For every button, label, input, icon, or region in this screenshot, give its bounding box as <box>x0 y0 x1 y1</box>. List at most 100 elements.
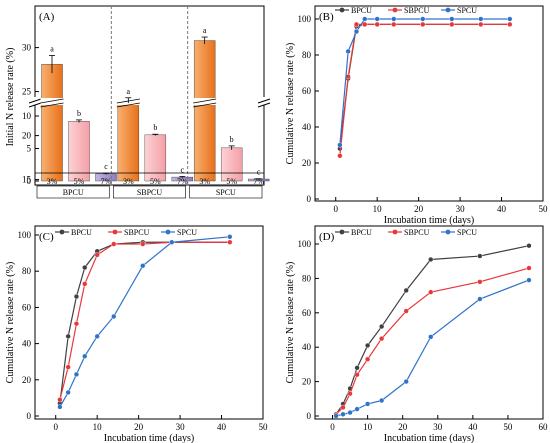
legend-label: BPCU <box>71 228 92 237</box>
group-label-box <box>113 185 186 199</box>
data-point <box>73 321 80 327</box>
x-tick-label: 50 <box>259 422 269 432</box>
plot-frame <box>314 5 544 202</box>
bar-break-mark <box>193 98 217 104</box>
bar-label: 5% <box>74 177 85 186</box>
bar-break-mark <box>40 98 64 104</box>
legend-marker <box>445 7 451 13</box>
y-tick-label: 80 <box>302 50 312 60</box>
data-point <box>140 263 146 269</box>
legend-marker <box>392 7 398 13</box>
data-point <box>379 336 385 342</box>
bar <box>144 134 167 182</box>
series-line <box>59 236 230 408</box>
x-tick-label: 10 <box>93 422 103 432</box>
data-point <box>82 264 88 271</box>
data-point <box>111 241 117 247</box>
y-tick-label: 5 <box>27 144 32 154</box>
y-tick-label: 60 <box>302 308 312 318</box>
x-tick-label: 40 <box>217 422 227 432</box>
x-tick-label: 30 <box>433 422 443 432</box>
data-point <box>428 289 434 295</box>
panel-label: (A) <box>39 11 55 23</box>
y-tick-label: 20 <box>22 131 32 141</box>
y-tick-label: 0 <box>307 194 312 204</box>
data-point <box>507 21 513 28</box>
data-point <box>449 16 455 22</box>
x-tick-label: 40 <box>497 204 507 214</box>
legend-label: BPCU <box>351 6 372 15</box>
data-point <box>449 21 455 28</box>
data-point <box>65 364 71 370</box>
data-point <box>478 16 484 22</box>
legend-marker <box>165 229 171 235</box>
legend-marker <box>339 229 345 235</box>
data-point <box>73 293 80 300</box>
y-axis-label: Cumulative N release rate (%) <box>285 262 296 384</box>
data-point <box>428 334 434 340</box>
bar-label: 3% <box>123 177 134 186</box>
panel-b: (B) 0 10 20 30 40 50 0 20 40 60 80 100 Incubation tim… <box>285 5 548 226</box>
legend-marker <box>339 7 345 13</box>
data-point <box>340 411 346 417</box>
axis-break-mark <box>257 102 271 108</box>
bar <box>193 40 216 182</box>
legend-label: SPCU <box>457 6 477 15</box>
data-point <box>403 308 409 314</box>
data-point <box>477 296 483 302</box>
data-point <box>526 277 532 283</box>
data-point <box>362 21 368 28</box>
data-point <box>354 406 360 412</box>
bar-break-mark <box>116 102 140 108</box>
data-point <box>354 372 360 378</box>
legend-marker <box>112 229 118 235</box>
panel-label: (D) <box>319 231 335 243</box>
data-point <box>337 142 343 148</box>
series-line <box>335 279 530 417</box>
data-point <box>140 241 146 247</box>
data-point <box>420 16 426 22</box>
data-point <box>65 389 71 396</box>
significance-letter: c <box>181 165 185 174</box>
data-point <box>526 265 532 271</box>
y-tick-label: 40 <box>22 339 32 349</box>
series-line <box>339 18 510 146</box>
data-point <box>403 287 409 294</box>
data-point <box>94 252 100 258</box>
y-tick-label: 25 <box>22 87 32 97</box>
data-point <box>507 16 513 22</box>
data-point <box>365 401 371 407</box>
significance-letter: a <box>203 26 207 35</box>
x-axis-label: Incubation time (days) <box>104 433 195 443</box>
data-point <box>365 342 371 349</box>
data-point <box>391 21 397 28</box>
y-tick-label: 15 <box>22 175 32 185</box>
legend-label: SPCU <box>457 228 477 237</box>
data-point <box>403 379 409 385</box>
x-tick-label: 20 <box>398 422 408 432</box>
x-tick-label: 40 <box>468 422 478 432</box>
x-axis-label: Incubation time (days) <box>384 433 475 443</box>
x-tick-label: 50 <box>503 422 513 432</box>
data-point <box>362 16 368 22</box>
x-tick-label: 20 <box>414 204 424 214</box>
y-tick-label: 100 <box>298 239 312 249</box>
data-point <box>428 256 434 263</box>
legend-label: BPCU <box>351 228 372 237</box>
data-point <box>478 21 484 28</box>
plot-frame <box>34 5 265 186</box>
bar-label: 7% <box>177 177 188 186</box>
data-point <box>353 21 360 28</box>
bar-label: 3% <box>199 177 210 186</box>
significance-letter: c <box>104 162 108 171</box>
data-point <box>73 371 80 377</box>
legend-marker <box>392 229 398 235</box>
group-label-box <box>189 185 263 199</box>
legend-marker <box>445 229 451 235</box>
axis-break-mark <box>257 98 271 104</box>
x-tick-label: 0 <box>330 422 335 432</box>
legend-marker <box>59 229 65 235</box>
bar-label: 5% <box>226 177 237 186</box>
y-axis-label: Cumulative N release rate (%) <box>285 43 296 165</box>
plot-frame <box>314 225 544 420</box>
